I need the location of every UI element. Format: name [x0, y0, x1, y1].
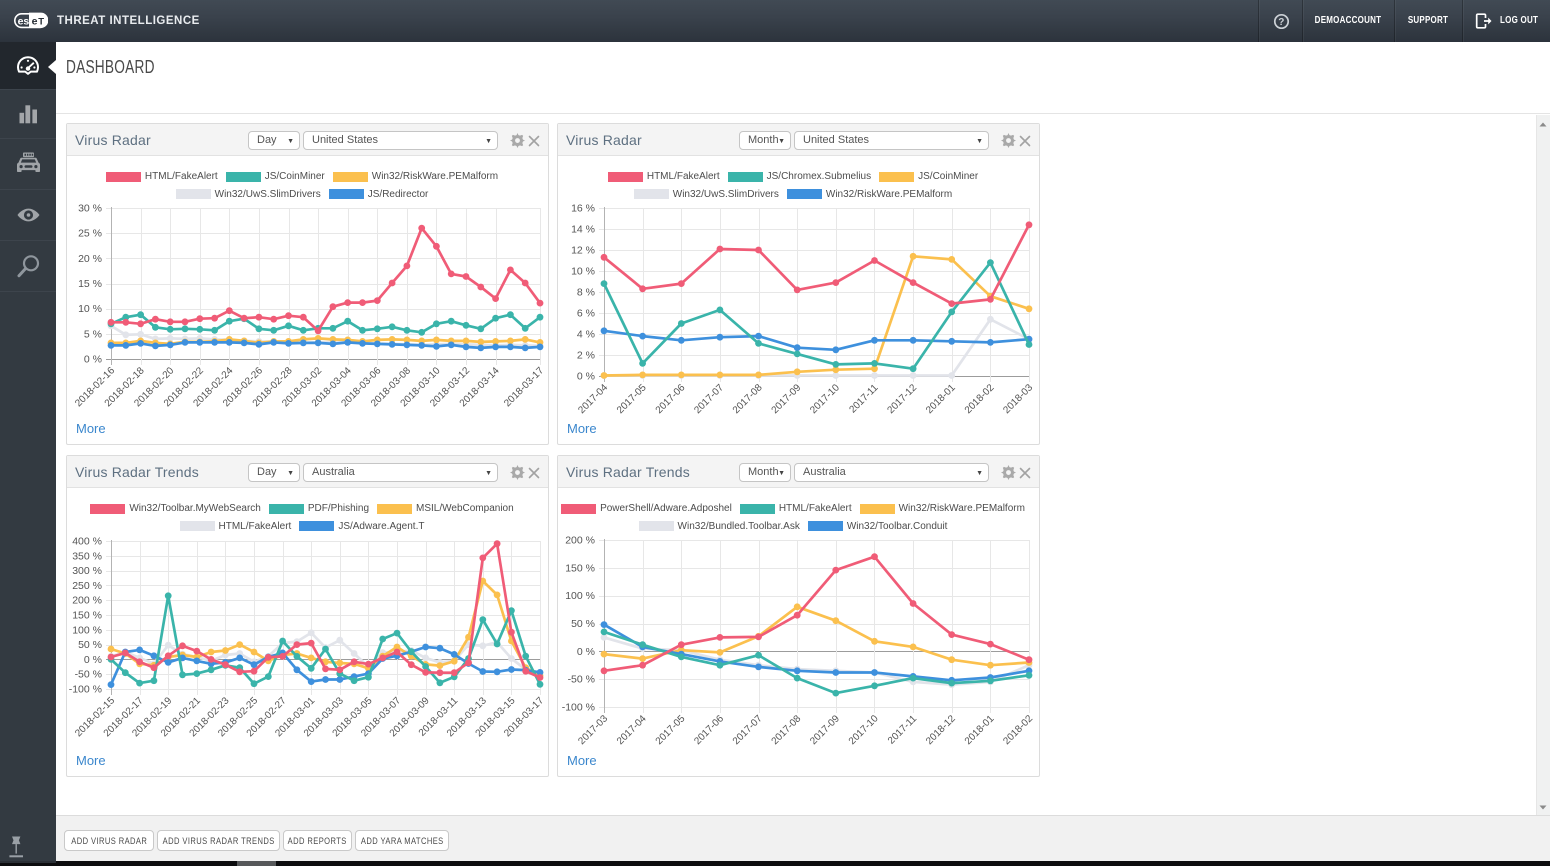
- svg-text:12 %: 12 %: [571, 245, 595, 257]
- svg-text:100 %: 100 %: [72, 624, 102, 636]
- svg-text:14 %: 14 %: [571, 224, 595, 236]
- svg-text:350 %: 350 %: [72, 550, 102, 562]
- svg-text:2018-02: 2018-02: [963, 382, 997, 416]
- svg-text:50 %: 50 %: [571, 618, 595, 630]
- svg-text:?: ?: [1278, 17, 1284, 28]
- svg-text:-50 %: -50 %: [568, 674, 595, 686]
- svg-text:2018-02: 2018-02: [1001, 713, 1035, 747]
- svg-text:2017-05: 2017-05: [654, 713, 688, 747]
- svg-text:2018-03: 2018-03: [1001, 382, 1035, 416]
- svg-text:2017-06: 2017-06: [692, 713, 726, 747]
- svg-text:T: T: [38, 17, 44, 28]
- svg-text:0 %: 0 %: [84, 654, 102, 666]
- svg-text:2 %: 2 %: [577, 350, 595, 362]
- svg-text:0 %: 0 %: [577, 371, 595, 383]
- svg-text:100 %: 100 %: [565, 590, 595, 602]
- svg-text:300 %: 300 %: [72, 565, 102, 577]
- svg-text:2017-07: 2017-07: [692, 382, 726, 416]
- svg-text:2017-06: 2017-06: [654, 382, 688, 416]
- svg-text:2018-01: 2018-01: [963, 713, 997, 747]
- svg-text:2017-07: 2017-07: [731, 713, 765, 747]
- svg-text:250 %: 250 %: [72, 580, 102, 592]
- svg-text:50 %: 50 %: [78, 639, 102, 651]
- svg-text:e: e: [32, 16, 38, 28]
- svg-text:-50 %: -50 %: [75, 669, 102, 681]
- svg-text:30 %: 30 %: [78, 203, 102, 215]
- svg-text:es: es: [18, 16, 30, 28]
- svg-text:16 %: 16 %: [571, 203, 595, 215]
- svg-text:2017-09: 2017-09: [808, 713, 842, 747]
- svg-text:0 %: 0 %: [577, 646, 595, 658]
- svg-text:6 %: 6 %: [577, 308, 595, 320]
- svg-text:10 %: 10 %: [571, 266, 595, 278]
- svg-text:2017-08: 2017-08: [731, 382, 765, 416]
- svg-text:400 %: 400 %: [72, 536, 102, 548]
- svg-text:2017-05: 2017-05: [615, 382, 649, 416]
- svg-text:2017-10: 2017-10: [808, 382, 842, 416]
- svg-text:20 %: 20 %: [78, 253, 102, 265]
- svg-text:25 %: 25 %: [78, 228, 102, 240]
- svg-text:2017-11: 2017-11: [847, 382, 881, 416]
- svg-text:2017-12: 2017-12: [885, 382, 919, 416]
- svg-text:2017-04: 2017-04: [576, 382, 610, 416]
- svg-text:2017-03: 2017-03: [576, 713, 610, 747]
- svg-text:15 %: 15 %: [78, 278, 102, 290]
- svg-text:2017-10: 2017-10: [847, 713, 881, 747]
- svg-text:2017-08: 2017-08: [770, 713, 804, 747]
- svg-text:200 %: 200 %: [72, 595, 102, 607]
- svg-text:2018-01: 2018-01: [924, 382, 958, 416]
- svg-text:-100 %: -100 %: [69, 684, 102, 696]
- svg-text:0 %: 0 %: [84, 354, 102, 366]
- svg-text:2017-04: 2017-04: [615, 713, 649, 747]
- svg-text:2017-11: 2017-11: [886, 713, 920, 747]
- svg-text:5 %: 5 %: [84, 328, 102, 340]
- svg-text:150 %: 150 %: [565, 562, 595, 574]
- svg-text:10 %: 10 %: [78, 303, 102, 315]
- svg-text:2018-12: 2018-12: [924, 713, 958, 747]
- svg-text:8 %: 8 %: [577, 287, 595, 299]
- svg-text:2018-03-17: 2018-03-17: [502, 365, 546, 409]
- svg-text:2017-09: 2017-09: [770, 382, 804, 416]
- svg-text:4 %: 4 %: [577, 329, 595, 341]
- svg-text:150 %: 150 %: [72, 610, 102, 622]
- svg-text:-100 %: -100 %: [562, 702, 595, 714]
- svg-text:200 %: 200 %: [565, 535, 595, 547]
